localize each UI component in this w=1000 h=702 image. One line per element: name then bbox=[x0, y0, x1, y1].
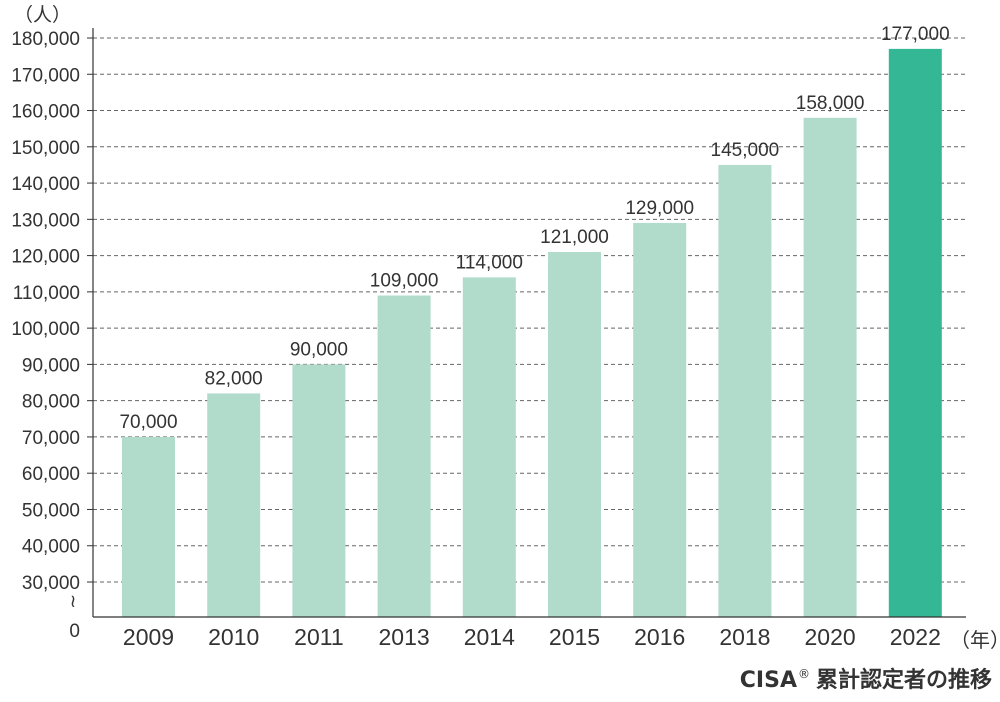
y-tick-label: 50,000 bbox=[22, 500, 80, 521]
data-label: 177,000 bbox=[881, 24, 950, 45]
caption-subtitle: 累計認定者の推移 bbox=[815, 668, 992, 693]
bar bbox=[633, 222, 687, 617]
x-tick-label: 2014 bbox=[464, 624, 515, 650]
axis-break-symbol: ≀ bbox=[70, 591, 77, 611]
x-tick-label: 2013 bbox=[379, 624, 430, 650]
bar bbox=[207, 393, 261, 617]
data-label: 82,000 bbox=[205, 368, 263, 389]
bar bbox=[377, 295, 431, 617]
data-label: 90,000 bbox=[290, 339, 348, 360]
bar bbox=[548, 251, 601, 617]
data-label: 109,000 bbox=[370, 270, 439, 291]
x-tick-label: 2009 bbox=[123, 624, 174, 650]
bar bbox=[462, 277, 516, 617]
x-tick-label: 2010 bbox=[208, 624, 259, 650]
y-tick-label: 140,000 bbox=[11, 174, 80, 195]
data-label: 129,000 bbox=[625, 198, 694, 219]
y-axis-unit-label: （人） bbox=[14, 5, 72, 26]
data-label: 145,000 bbox=[711, 140, 780, 161]
y-tick-label: 110,000 bbox=[13, 283, 80, 304]
y-tick-label: 180,000 bbox=[11, 29, 80, 50]
y-tick-label: 70,000 bbox=[22, 428, 80, 449]
bar bbox=[122, 436, 175, 617]
y-tick-label: 80,000 bbox=[22, 392, 80, 413]
y-tick-label: 120,000 bbox=[11, 247, 80, 268]
y-tick-label: 150,000 bbox=[11, 138, 80, 159]
y-tick-label: 60,000 bbox=[22, 464, 80, 485]
data-label: 158,000 bbox=[796, 93, 865, 114]
y-tick-label: 160,000 bbox=[11, 102, 80, 123]
bar bbox=[803, 117, 857, 617]
y-tick-label: 100,000 bbox=[11, 319, 80, 340]
x-tick-label: 2011 bbox=[294, 624, 343, 650]
bar bbox=[888, 48, 942, 617]
registered-mark: ® bbox=[797, 667, 810, 681]
x-tick-label: 2015 bbox=[549, 624, 600, 650]
data-label: 121,000 bbox=[540, 227, 609, 248]
y-tick-label: 90,000 bbox=[22, 355, 80, 376]
y-tick-label: 170,000 bbox=[11, 65, 80, 86]
x-axis-unit-label: （年） bbox=[950, 630, 1000, 652]
x-tick-label: 2018 bbox=[719, 624, 770, 650]
caption-main: CISA bbox=[739, 668, 797, 693]
x-tick-label: 2020 bbox=[805, 624, 856, 650]
bar bbox=[292, 364, 346, 617]
y-tick-label: 40,000 bbox=[22, 537, 80, 558]
chart-caption: CISA® 累計認定者の推移 bbox=[740, 662, 992, 694]
x-tick-label: 2016 bbox=[634, 624, 685, 650]
y-tick-label: 130,000 bbox=[11, 210, 80, 231]
y-tick-label: 0 bbox=[69, 621, 80, 642]
y-tick-label: 30,000 bbox=[22, 573, 80, 594]
data-label: 114,000 bbox=[456, 252, 523, 273]
bar bbox=[718, 164, 772, 617]
x-tick-label: 2022 bbox=[890, 624, 941, 650]
data-label: 70,000 bbox=[119, 412, 177, 433]
